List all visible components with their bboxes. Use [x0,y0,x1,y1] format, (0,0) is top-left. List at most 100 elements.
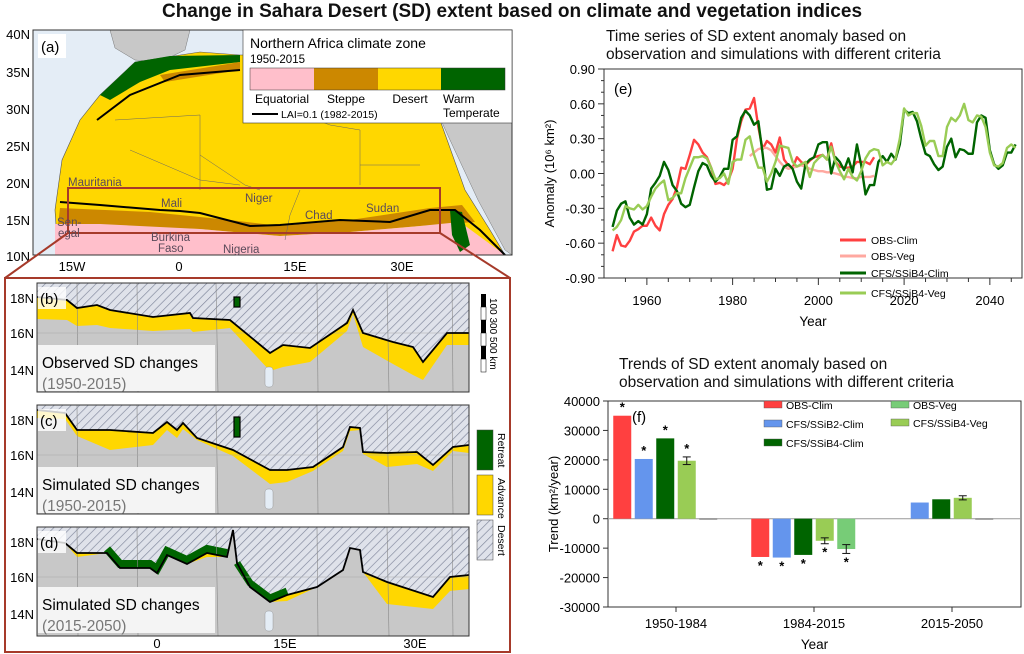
legend-label: Retreat [495,433,507,468]
scale-bar: 100 300 500 km [480,294,498,373]
lat-label: 18N [10,291,34,306]
lai-label: LAI=0.1 (1982-2015) [281,109,378,121]
y-tick-label: 40000 [564,394,600,409]
panel-title: Observed SD changes [42,355,198,372]
lat-label: 18N [10,413,34,428]
bar-cfs-ssib2-clim [772,518,791,558]
country-label: Sudan [366,203,399,215]
significance-marker: * [620,400,626,415]
y-tick-label: 30000 [564,423,600,438]
legend-title: Northern Africa climate zone [250,35,426,51]
chart-e-title-line: observation and simulations with differe… [606,46,941,63]
panel-frame [36,282,470,393]
panel-label-a: (a) [41,39,59,56]
x-tick-label: 2000 [804,293,833,308]
legend-period: 1950-2015 [250,54,305,66]
legend-label: OBS-Veg [913,400,957,412]
retreat-patch [233,416,241,438]
y-tick-label: 0 [593,512,600,527]
panel-label: (c) [40,413,58,430]
significance-marker: * [641,443,647,458]
legend-label: Desert [495,525,507,556]
climate-zone-legend: Northern Africa climate zone 1950-2015 E… [242,29,513,124]
change-map-b: (b) Observed SD changes (1950-2015) 18N 16N 1… [10,282,470,393]
significance-marker: * [822,545,828,560]
change-map-c: (c) Simulated SD changes (1950-2015) 18N 16N… [10,404,470,515]
desert-boundary [36,529,470,604]
panel-frame [36,404,470,515]
bar-obs-veg [699,518,718,520]
legend-label: Advance [495,478,507,519]
lake-chad [264,610,274,632]
y-tick-label: 0.60 [570,97,595,112]
x-tick-label: 1950-1984 [645,616,707,631]
country-label: Burkina [151,232,191,244]
bar-cfs-ssib4-clim [932,499,951,519]
significance-marker: * [801,556,807,571]
panel-label: (b) [40,291,58,308]
retreat-area [103,544,228,575]
zone-label: Steppe [327,92,365,106]
advance-area [37,410,469,484]
zone-label: Desert [392,92,428,106]
advance-area [37,530,469,609]
border-line [386,404,390,515]
x-axis-label: Year [801,637,829,652]
country-label: Sen- [57,217,81,229]
y-tick-label: 0.00 [570,167,595,182]
zone-swatch-steppe [314,68,378,90]
legend-label: OBS-Clim [871,235,918,247]
lat-label: 14N [10,485,34,500]
lat-label: 35N [6,65,30,80]
desert-area [37,405,469,470]
panel-frame [36,526,470,637]
border-line [386,282,390,393]
x-tick-label: 2020 [890,293,919,308]
desert-boundary [36,296,469,364]
border-line [215,282,219,393]
legend-label: CFS/SSiB4-Veg [871,288,946,300]
panel-label: (f) [632,409,646,426]
x-tick-label: 2015-2050 [921,616,983,631]
panel-title: Simulated SD changes [42,477,200,494]
series-line-obs-clim [611,96,876,252]
retreat-area [234,561,289,602]
panel-label-box [38,467,215,513]
bar-cfs-ssib2-clim [634,458,653,519]
x-axis-label: Year [799,314,827,329]
bar-cfs-ssib4-veg [953,497,972,519]
zone-label: Warm [443,92,475,106]
lat-label: 16N [10,448,34,463]
country-label: Niger [245,193,273,205]
lat-label: 10N [6,249,30,264]
panel-label: (d) [40,535,58,552]
significance-marker: * [779,559,785,574]
maps-panel: (a) 40N 35N 30N 25N 20N 15N 10N 15W 0 15… [4,27,513,653]
zone-label: Temperate [443,106,500,120]
retreat-swatch [476,429,494,471]
lat-label: 16N [10,570,34,585]
chart-f-title-line: observation and simulations with differe… [619,374,954,391]
country-label: Mali [161,198,182,210]
y-tick-label: -20000 [560,571,600,586]
y-tick-label: -30000 [560,600,600,615]
panel-label-bg [38,531,66,553]
panel-label-bg [38,287,66,309]
bar-obs-clim [613,415,632,519]
border-line [215,526,219,637]
panel-label-box [38,345,215,391]
y-tick-label: -0.90 [565,271,595,286]
legend-swatch [890,400,910,409]
change-map-d: (d) Simulated SD changes (2015-2050) 18N 16N… [10,526,470,637]
y-tick-label: -10000 [560,541,600,556]
advance-area [37,297,469,380]
border-line [451,404,454,515]
chart-f-title-line: Trends of SD extent anomaly based on [619,356,888,373]
lon-label: 15E [273,636,296,651]
y-axis-label: Anomaly (10⁶ km²) [542,120,557,228]
bar-cfs-ssib4-clim [656,438,675,519]
bar-cfs-ssib4-veg [815,518,834,541]
zone-swatch-equatorial [250,68,314,90]
desert-swatch [476,519,494,561]
border-line [316,282,319,393]
